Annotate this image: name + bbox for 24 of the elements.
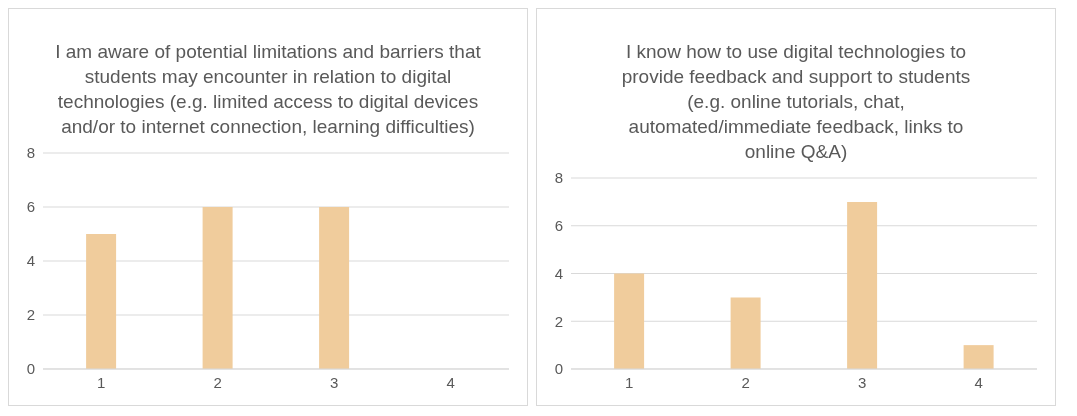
bar xyxy=(963,345,994,369)
y-tick-label: 6 xyxy=(554,217,563,235)
x-tick-label: 1 xyxy=(97,373,106,391)
bar xyxy=(847,201,878,369)
x-tick-label: 1 xyxy=(625,373,634,391)
x-tick-label: 3 xyxy=(858,373,867,391)
y-tick-label: 2 xyxy=(554,312,563,330)
y-tick-label: 0 xyxy=(554,360,563,378)
x-tick-label: 3 xyxy=(330,373,339,391)
x-tick-label: 4 xyxy=(446,373,455,391)
y-tick-label: 8 xyxy=(26,144,35,162)
x-tick-label: 2 xyxy=(741,373,750,391)
bar xyxy=(730,297,761,369)
bar xyxy=(614,273,645,369)
x-tick-label: 2 xyxy=(213,373,222,391)
y-tick-label: 2 xyxy=(26,306,35,324)
chart-title: I know how to use digital technologies to provide feedback and support to students (e.g. online tutorials, chat, automated/immediate feedback, links to online Q&A) xyxy=(620,40,972,164)
y-tick-label: 6 xyxy=(26,198,35,216)
y-tick-label: 4 xyxy=(26,252,35,270)
chart-title: I am aware of potential limitations and barriers that students may encounter in relation to digital technologies (e.g. limited access to digital devices and/or to internet connection, learning difficulties) xyxy=(54,40,482,139)
y-tick-label: 0 xyxy=(26,360,35,378)
y-tick-label: 8 xyxy=(554,169,563,187)
x-tick-label: 4 xyxy=(974,373,983,391)
y-tick-label: 4 xyxy=(554,264,563,282)
